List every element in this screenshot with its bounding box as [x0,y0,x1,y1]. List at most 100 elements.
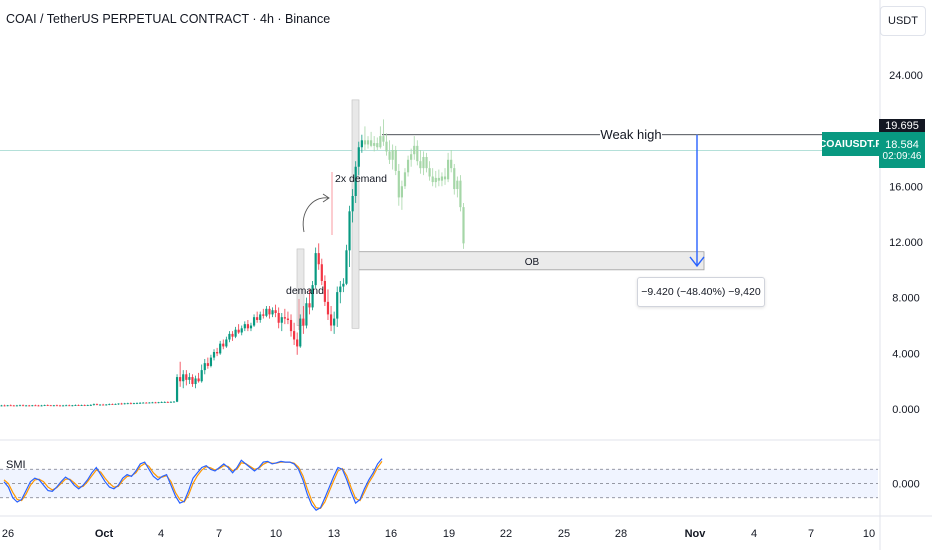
candle-body [314,253,317,286]
candle-body [274,310,277,313]
candle-body [62,405,65,407]
ghost-candle-body [425,157,428,169]
time-tick-label: 28 [615,528,627,540]
price-tick-label: 8.000 [892,293,920,305]
symbol-tag: COAIUSDT.P [819,132,882,156]
ghost-candle-body [416,145,419,162]
candle-body [40,405,43,407]
candle-body [360,140,363,148]
time-tick-label: Nov [685,528,707,540]
candle-body [293,331,296,340]
candle-body [311,285,314,308]
measure-label[interactable]: −9.420 (−48.40%) −9,420 [637,277,765,307]
candle-body [203,363,206,371]
ghost-candle-body [419,161,422,169]
candle-body [129,403,132,405]
ghost-candle-body [450,159,453,169]
ghost-candle-body [376,143,379,148]
order-block-zone[interactable]: OB [355,251,705,271]
candle-body [175,377,179,402]
candle-body [142,402,145,404]
candle-body [89,404,92,406]
price-tick-label: 16.000 [889,181,923,193]
candle-body [216,352,219,354]
time-tick-label: 13 [328,528,340,540]
candle-body [132,403,136,404]
candlestick-series[interactable] [0,134,363,407]
candle-body [348,211,351,251]
price-tick-label: 24.000 [889,70,923,82]
candle-body [55,405,59,407]
candle-body [111,404,114,405]
time-tick-label: 25 [558,528,570,540]
price-tick-label: 0.000 [892,404,920,416]
smi-main-line [3,458,383,511]
candle-body [265,308,268,316]
ghost-candle-body [422,157,425,169]
candle-body [108,404,111,405]
candle-body [259,314,262,320]
candle-body [151,402,154,404]
candle-body [206,363,209,366]
candle-body [77,405,80,407]
candle-body [326,301,330,315]
measure-arrow-head [689,256,705,268]
candle-body [197,378,200,382]
candle-body [231,333,234,337]
time-tick-label: 4 [158,528,164,540]
candle-body [0,405,3,407]
time-tick-label: 10 [863,528,875,540]
double-demand-label: 2x demand [335,173,387,185]
ghost-candle-body [413,145,416,155]
candle-body [234,329,237,337]
candle-body [80,405,83,407]
candle-body [188,377,191,380]
demand-label: demand [286,285,324,297]
candle-body [333,318,336,326]
time-axis[interactable]: 26 Oct 4 7 10 13 16 19 22 25 28 Nov 4 7 10 [2,528,875,540]
candle-body [65,405,68,407]
candle-body [169,401,172,403]
ghost-candle-body [379,136,382,148]
smi-label: SMI [6,459,26,471]
candle-body [92,404,95,406]
smi-indicator-pane[interactable]: SMI 0.000 [0,458,920,511]
candle-body [200,370,203,382]
candle-body [182,374,185,382]
candle-body [280,317,283,323]
ghost-candle-body [447,159,450,180]
candle-body [148,402,151,404]
candle-body [15,405,18,407]
candle-body [277,313,280,323]
candle-body [329,314,333,326]
ghost-candle-body [434,177,437,183]
price-axis[interactable]: 24.000 16.000 12.000 8.000 4.000 0.000 [889,70,923,416]
ghost-candle-body [462,207,465,244]
ghost-candle-body [459,180,462,208]
candle-body [157,402,160,404]
candle-body [228,333,231,340]
candle-body [95,404,99,406]
currency-selector[interactable]: USDT [880,6,926,36]
candle-body [219,343,222,354]
candle-body [323,280,326,302]
ghost-candle-body [366,140,370,145]
ghost-candle-body [443,176,447,180]
candle-body [212,352,216,358]
ghost-candle-body [428,168,431,177]
ghost-candle-body [385,141,388,152]
candle-body [71,405,74,407]
weak-high-price-tag: 19.695 [879,119,925,133]
candle-body [302,318,305,326]
price-tick-label: 12.000 [889,237,923,249]
annotation-arrows [302,134,705,268]
candle-body [21,405,25,407]
candle-body [246,324,249,329]
candle-body [252,317,256,326]
last-price-value: 18.584 [885,138,919,151]
ghost-candle-body [391,150,394,160]
candle-body [179,377,182,382]
ghost-candle-body [406,159,410,173]
candle-body [52,405,55,407]
